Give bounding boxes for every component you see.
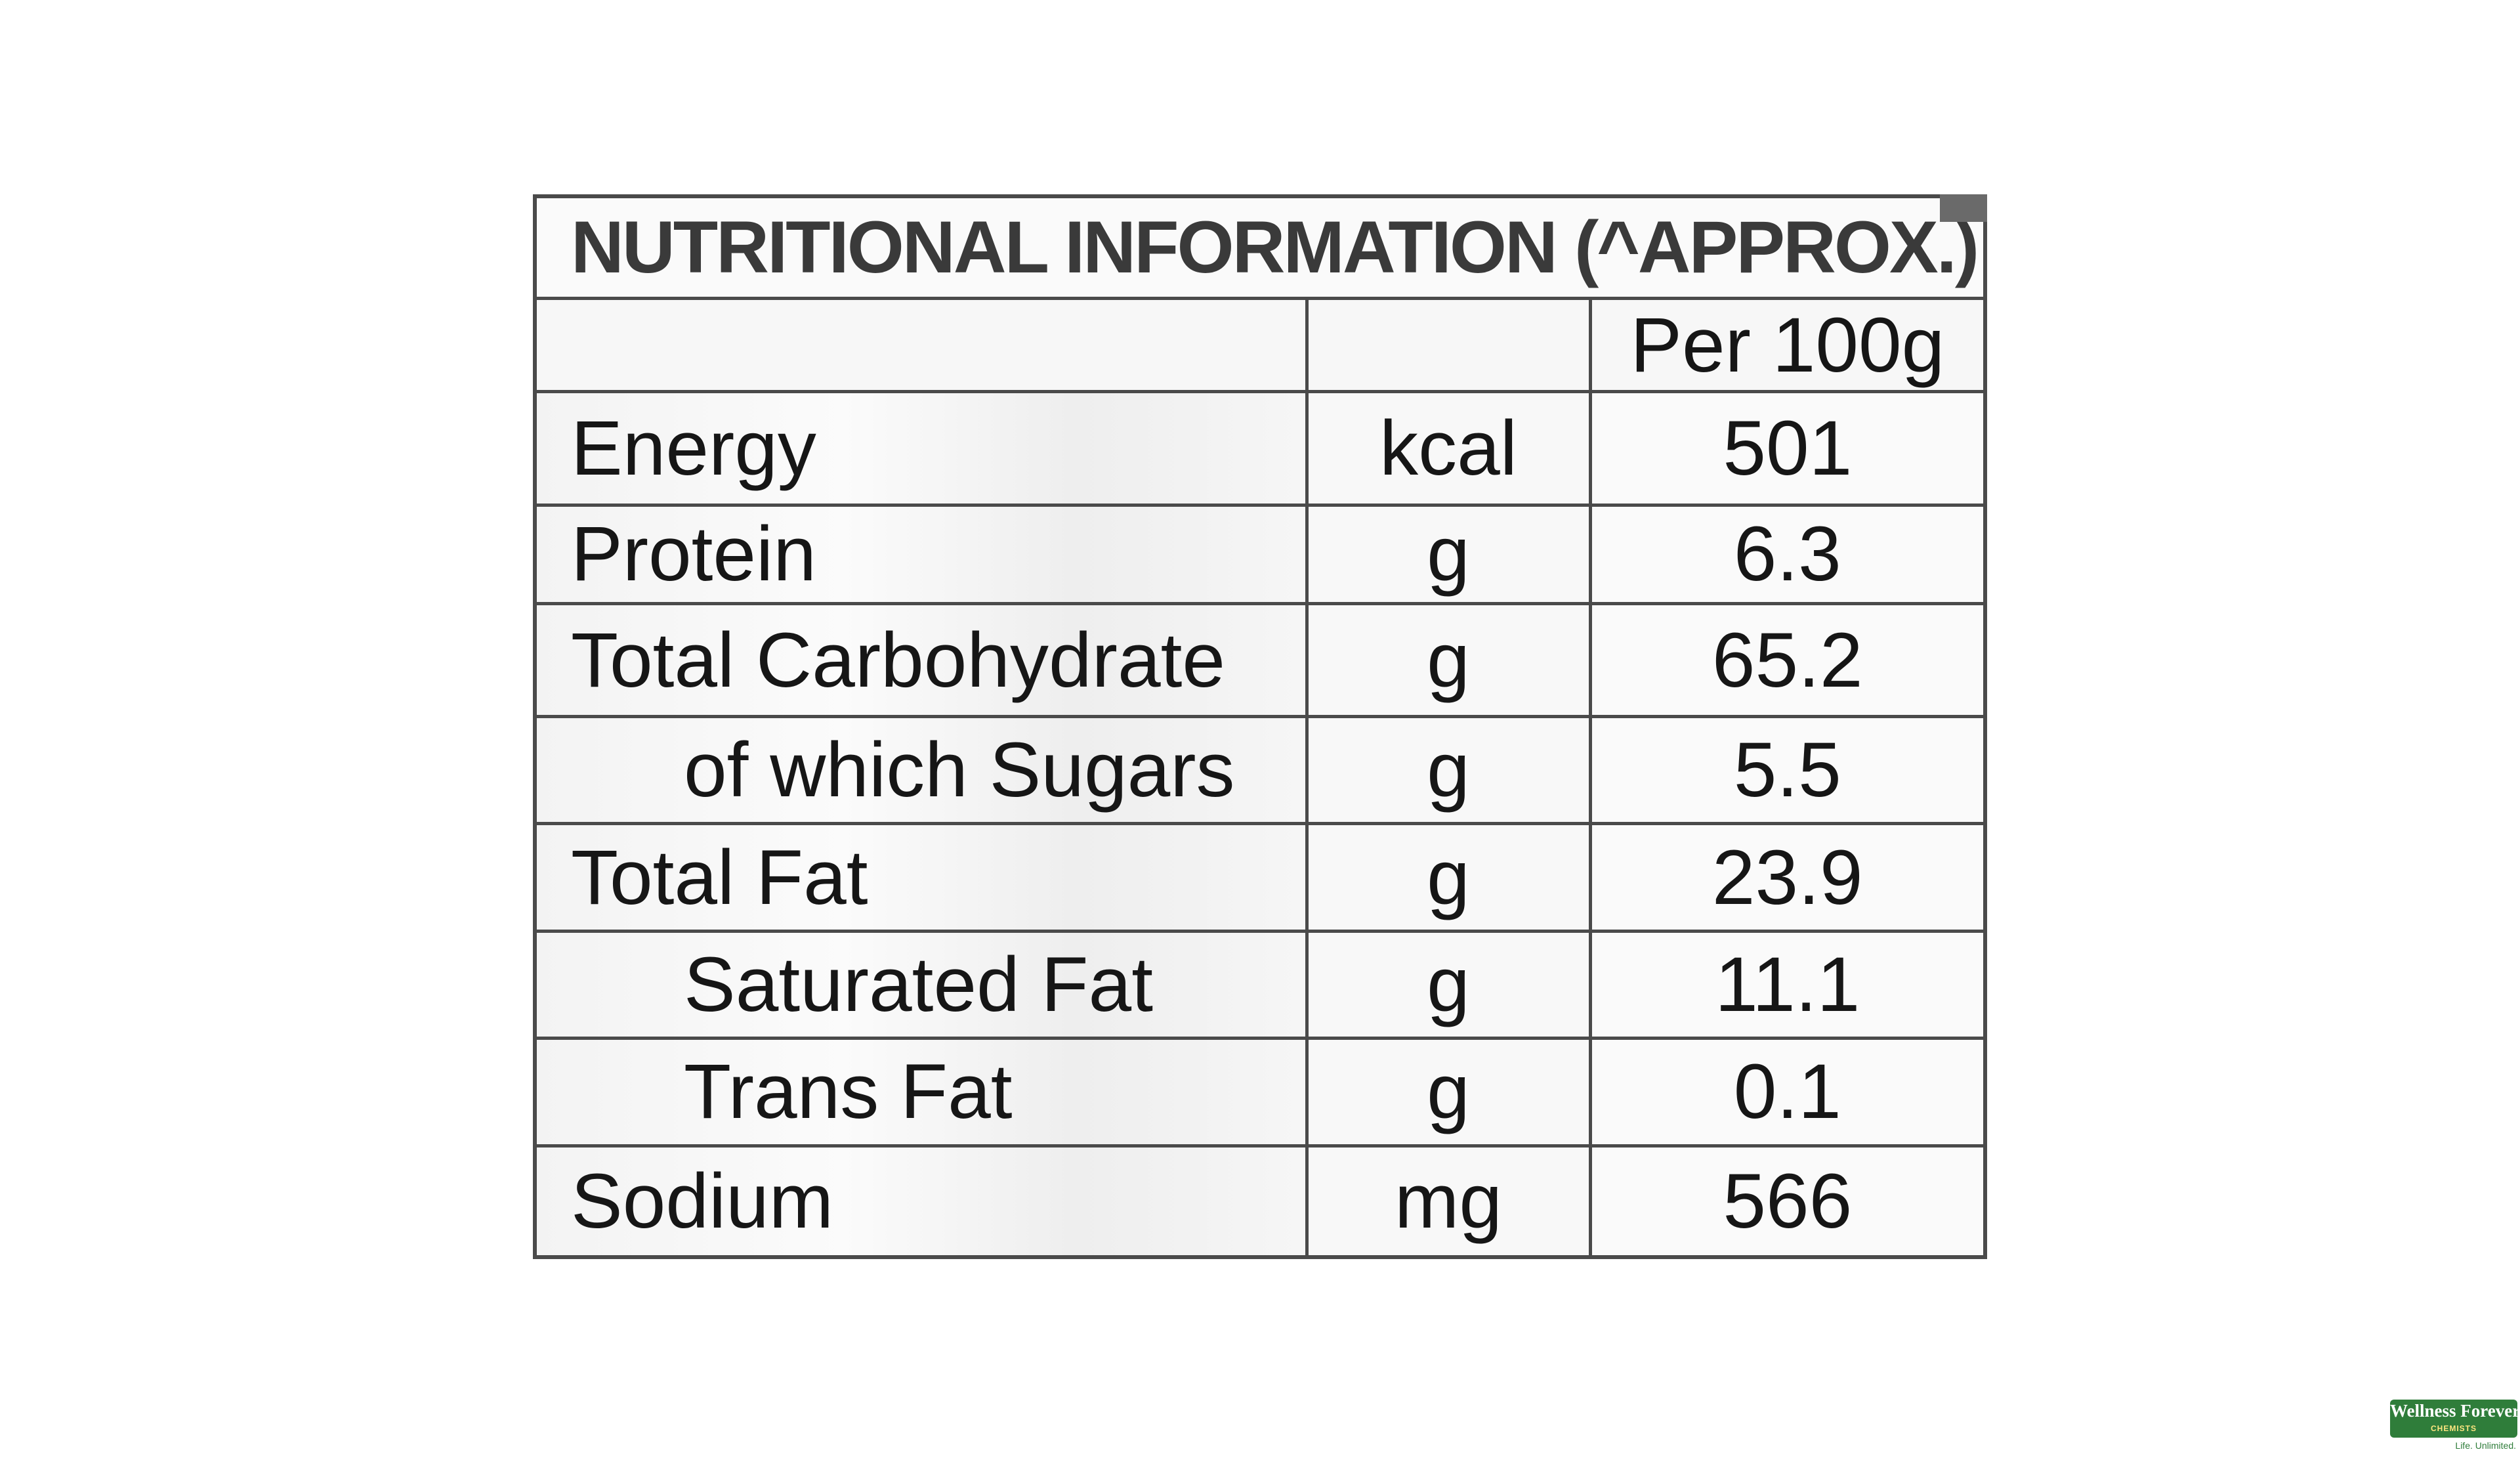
title-row: NUTRITIONAL INFORMATION (^APPROX.): — [537, 198, 1984, 300]
nutrient-value: 11.1 — [1588, 930, 1984, 1040]
table-row: Sodium mg 566 — [537, 1144, 1984, 1255]
table-row: Protein g 6.3 — [537, 503, 1984, 606]
brand-name: Wellness Forever — [2390, 1400, 2517, 1438]
nutrient-unit: g — [1305, 821, 1592, 933]
table-title: NUTRITIONAL INFORMATION (^APPROX.): — [537, 198, 1984, 300]
nutrient-name: of which Sugars — [537, 715, 1309, 825]
header-row: Per 100g — [537, 296, 1984, 394]
table-row: Total Fat g 23.9 — [537, 821, 1984, 933]
nutrient-unit: g — [1305, 1036, 1592, 1148]
nutrient-value: 65.2 — [1588, 601, 1984, 719]
header-empty-cell — [537, 296, 1309, 394]
nutrient-name: Trans Fat — [537, 1036, 1309, 1148]
nutrient-name: Sodium — [537, 1144, 1309, 1255]
table-row: Energy kcal 501 — [537, 390, 1984, 507]
brand-logo: Wellness Forever CHEMISTS Life. Unlimite… — [2390, 1400, 2519, 1452]
table-row: of which Sugars g 5.5 — [537, 715, 1984, 825]
nutrient-name: Total Fat — [537, 821, 1309, 933]
nutrient-name: Protein — [537, 503, 1309, 606]
nutrient-value: 566 — [1588, 1144, 1984, 1255]
brand-tagline: Life. Unlimited. — [2455, 1440, 2516, 1451]
nutrient-unit: g — [1305, 503, 1592, 606]
nutrition-table: NUTRITIONAL INFORMATION (^APPROX.): Per … — [537, 198, 1984, 1255]
nutrient-value: 0.1 — [1588, 1036, 1984, 1148]
nutrient-value: 501 — [1588, 390, 1984, 507]
nutrient-value: 6.3 — [1588, 503, 1984, 606]
nutrient-name: Energy — [537, 390, 1309, 507]
brand-sub: CHEMISTS — [2430, 1424, 2477, 1433]
nutrient-unit: g — [1305, 930, 1592, 1040]
nutrition-panel: NUTRITIONAL INFORMATION (^APPROX.): Per … — [533, 194, 1987, 1259]
table-row: Saturated Fat g 11.1 — [537, 930, 1984, 1040]
per-100g-header: Per 100g — [1588, 296, 1984, 394]
nutrient-unit: g — [1305, 715, 1592, 825]
nutrient-name: Total Carbohydrate — [537, 601, 1309, 719]
header-unit-cell — [1305, 296, 1592, 394]
nutrient-unit: mg — [1305, 1144, 1592, 1255]
nutrient-value: 23.9 — [1588, 821, 1984, 933]
table-row: Trans Fat g 0.1 — [537, 1036, 1984, 1148]
nutrient-unit: g — [1305, 601, 1592, 719]
nutrient-value: 5.5 — [1588, 715, 1984, 825]
corner-mark — [1940, 194, 1987, 222]
table-row: Total Carbohydrate g 65.2 — [537, 601, 1984, 719]
nutrient-name: Saturated Fat — [537, 930, 1309, 1040]
nutrient-unit: kcal — [1305, 390, 1592, 507]
